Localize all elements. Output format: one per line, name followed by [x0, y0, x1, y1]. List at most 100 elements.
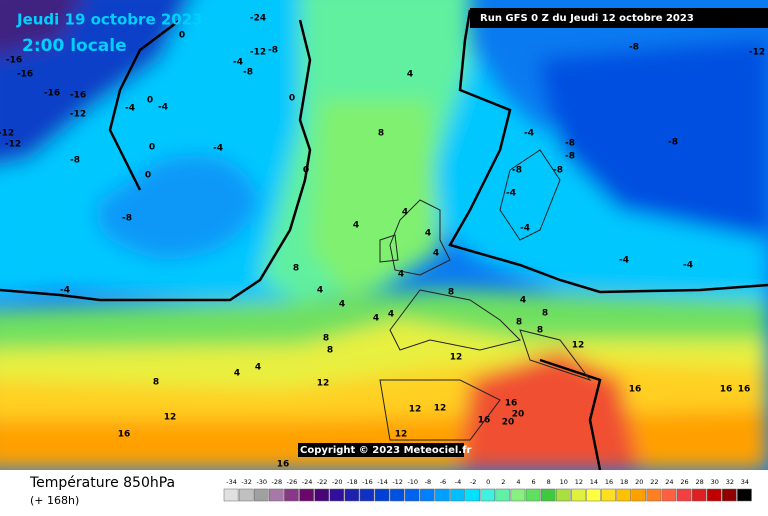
- contour-label: 4: [425, 229, 431, 239]
- run-label: Run GFS 0 Z du Jeudi 12 octobre 2023: [480, 13, 694, 24]
- contour-label: 16: [720, 385, 733, 395]
- contour-label: 4: [388, 310, 394, 320]
- contour-label: -24: [250, 14, 266, 24]
- legend-swatch: [525, 488, 541, 502]
- legend-swatch: [601, 488, 616, 502]
- contour-label: -4: [524, 129, 534, 139]
- contour-label: -4: [233, 58, 243, 68]
- legend-swatch: [269, 488, 284, 502]
- legend-swatch: [737, 488, 752, 502]
- contour-label: 16: [505, 399, 518, 409]
- legend-label: -4: [455, 478, 461, 486]
- contour-label: -12: [749, 48, 765, 58]
- contour-label: -8: [268, 46, 278, 56]
- contour-label: 4: [234, 369, 240, 379]
- legend-swatch: [571, 488, 586, 502]
- contour-label: -4: [520, 224, 530, 234]
- legend-swatch: [344, 488, 360, 502]
- contour-label: 4: [402, 208, 408, 218]
- contour-label: 20: [502, 418, 515, 428]
- legend-label: 18: [620, 478, 628, 486]
- legend-swatch: [374, 488, 390, 502]
- legend-swatch: [631, 488, 647, 502]
- legend-label: -34: [226, 478, 237, 486]
- copyright: Copyright © 2023 Meteociel.fr: [300, 445, 471, 456]
- contour-label: 12: [572, 341, 585, 351]
- legend-swatch: [314, 488, 329, 502]
- legend-label: -22: [317, 478, 328, 486]
- contour-label: -4: [619, 256, 629, 266]
- legend-swatch: [661, 488, 677, 502]
- legend-swatch: [223, 488, 239, 502]
- legend-swatch: [540, 488, 556, 502]
- contour-label: 8: [542, 309, 548, 319]
- legend-label: 22: [650, 478, 658, 486]
- legend-label: 24: [665, 478, 673, 486]
- run-box: [470, 8, 768, 28]
- legend-label: -2: [470, 478, 476, 486]
- contour-label: -8: [512, 166, 522, 176]
- legend-label: -10: [407, 478, 418, 486]
- legend-label: 16: [605, 478, 613, 486]
- legend-swatch: [404, 488, 420, 502]
- legend-label: -20: [332, 478, 343, 486]
- contour-label: 8: [153, 378, 159, 388]
- legend-swatch: [495, 488, 511, 502]
- legend-swatch: [284, 488, 299, 502]
- contour-label: -4: [683, 261, 693, 271]
- legend-label: -32: [241, 478, 252, 486]
- contour-label: 4: [317, 286, 323, 296]
- legend-label: -6: [440, 478, 446, 486]
- contour-label: -8: [668, 138, 678, 148]
- legend-swatch: [722, 488, 737, 502]
- contour-label: -4: [506, 189, 516, 199]
- contour-label: -4: [60, 286, 70, 296]
- contour-label: 12: [395, 430, 408, 440]
- legend-label: 8: [547, 478, 551, 486]
- legend-label: 32: [726, 478, 734, 486]
- legend-swatch: [359, 488, 375, 502]
- contour-label: 12: [434, 404, 447, 414]
- contour-label: 16: [118, 430, 131, 440]
- legend-label: 14: [590, 478, 598, 486]
- borders: [0, 9, 768, 470]
- legend-label: -12: [392, 478, 403, 486]
- contour-label: 4: [373, 314, 379, 324]
- contour-label: 4: [407, 70, 413, 80]
- legend-swatch: [299, 488, 314, 502]
- contour-label: -4: [158, 103, 168, 113]
- contour-label: 12: [409, 405, 422, 415]
- legend-label: -24: [302, 478, 313, 486]
- contour-label: -12: [0, 129, 14, 139]
- legend-swatch: [616, 488, 631, 502]
- contour-label: 4: [339, 300, 345, 310]
- legend-label: -16: [362, 478, 373, 486]
- contour-label: 0: [149, 143, 155, 153]
- copyright-box: [298, 443, 464, 457]
- contour-label: 0: [145, 171, 151, 181]
- contour-label: 16: [629, 385, 642, 395]
- legend-swatch: [389, 488, 405, 502]
- contour-label: 0: [303, 166, 309, 176]
- contour-label: -8: [122, 214, 132, 224]
- legend-swatch: [253, 488, 269, 502]
- legend-label: -30: [256, 478, 267, 486]
- legend-swatch: [555, 488, 571, 502]
- contour-label: 4: [433, 249, 439, 259]
- contour-label: 4: [353, 221, 359, 231]
- footer-title: Température 850hPa: [29, 475, 175, 491]
- contour-label: -4: [125, 104, 135, 114]
- contour-label: 16: [277, 460, 290, 470]
- contour-label: 4: [255, 363, 261, 373]
- contour-label: -8: [553, 166, 563, 176]
- legend-label: 4: [516, 478, 520, 486]
- legend-swatch: [676, 488, 692, 502]
- contour-label: -12: [250, 48, 266, 58]
- legend-swatch: [420, 488, 435, 502]
- legend-label: 0: [486, 478, 490, 486]
- legend-swatch: [435, 488, 450, 502]
- contour-label: 0: [147, 96, 153, 106]
- time-label: 2:00 locale: [22, 36, 127, 56]
- legend-label: 28: [696, 478, 704, 486]
